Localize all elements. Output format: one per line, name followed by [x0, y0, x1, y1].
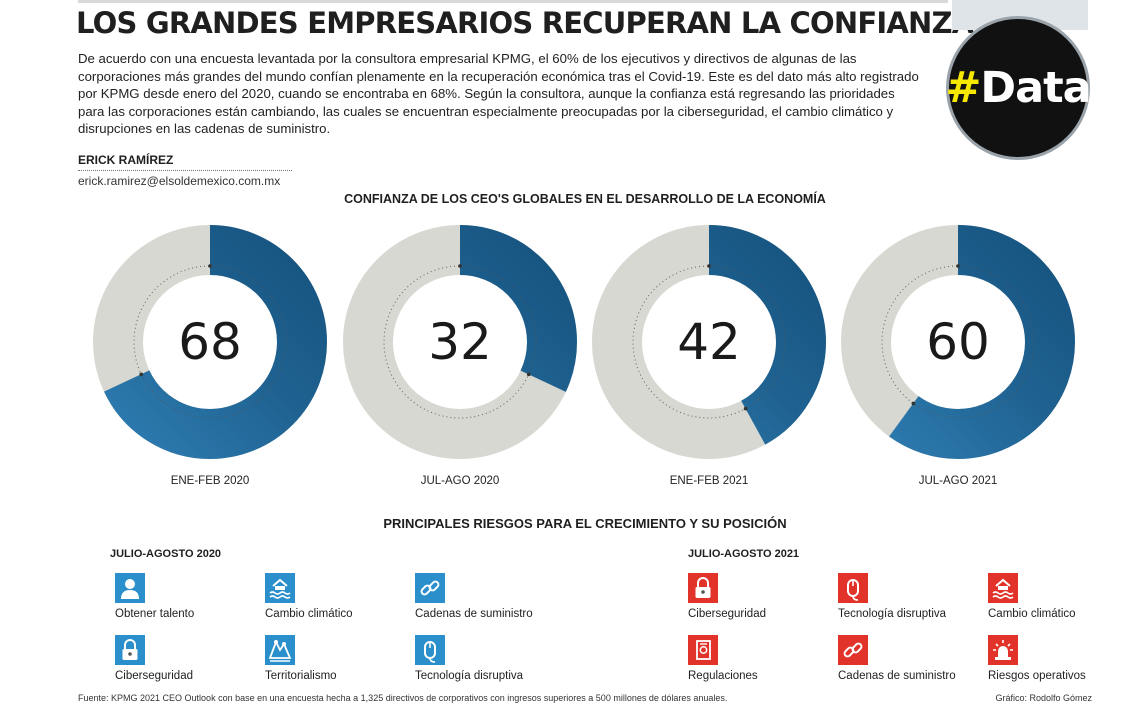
data-badge: #Data: [945, 16, 1092, 160]
risk-item: Tecnología disruptiva: [838, 573, 968, 620]
lock-icon: [115, 635, 145, 665]
top-rule: [78, 0, 948, 3]
donut-category-label-3: JUL-AGO 2021: [919, 475, 998, 487]
risk-period-heading-0: JULIO-AGOSTO 2020: [110, 548, 222, 560]
document-icon: [688, 635, 718, 665]
risk-item: Territorialismo: [265, 635, 395, 682]
risk-item: Riesgos operativos: [988, 635, 1118, 682]
donut-end-marker-1: [526, 372, 531, 377]
risk-label: Cadenas de suministro: [838, 670, 956, 682]
donut-inner-dotted-2: [632, 265, 786, 419]
mouse-icon: [838, 573, 868, 603]
risk-item: Tecnología disruptiva: [415, 635, 545, 682]
donut-end-marker-0: [139, 372, 144, 377]
badge-text: #Data: [945, 63, 1091, 113]
risk-label: Riesgos operativos: [988, 670, 1086, 682]
author-email: erick.ramirez@elsoldemexico.com.mx: [78, 174, 281, 188]
risk-item: Cambio climático: [988, 573, 1118, 620]
donut-top-marker-2: [707, 264, 711, 268]
risk-label: Ciberseguridad: [115, 670, 193, 682]
source-note: Fuente: KPMG 2021 CEO Outlook con base e…: [78, 693, 728, 703]
donut-top-marker-1: [458, 264, 462, 268]
risk-label: Cambio climático: [988, 608, 1076, 620]
risk-label: Tecnología disruptiva: [415, 670, 524, 682]
person-icon: [115, 573, 145, 603]
risk-item: Cadenas de suministro: [838, 635, 968, 682]
donut-inner-dotted-0: [133, 265, 287, 419]
climate-icon: [265, 573, 295, 603]
donut-inner-dotted-3: [881, 265, 1035, 419]
donut-category-label-1: JUL-AGO 2020: [421, 475, 500, 487]
donut-value-label-3: 60: [926, 313, 990, 371]
risk-item: Cadenas de suministro: [415, 573, 545, 620]
chart-title: CONFIANZA DE LOS CEO'S GLOBALES EN EL DE…: [344, 192, 826, 206]
badge-word: Data: [980, 63, 1091, 113]
risk-label: Cambio climático: [265, 608, 353, 620]
risks-title: PRINCIPALES RIESGOS PARA EL CRECIMIENTO …: [383, 516, 787, 531]
donut-value-2: [592, 225, 826, 459]
donut-inner-dotted-1: [383, 265, 537, 419]
risk-label: Regulaciones: [688, 670, 758, 682]
risk-label: Obtener talento: [115, 608, 195, 620]
climate-icon: [988, 573, 1018, 603]
alarm-icon: [988, 635, 1018, 665]
donut-end-marker-2: [743, 406, 748, 411]
graphic-credit: Gráfico: Rodolfo Gómez: [995, 693, 1092, 703]
donut-category-label-0: ENE-FEB 2020: [171, 475, 250, 487]
risk-label: Ciberseguridad: [688, 608, 766, 620]
mouse-icon: [415, 635, 445, 665]
donut-charts: 68 ENE-FEB 2020 32 JUL-AGO 2020 42 ENE-FEB 20…: [93, 225, 1075, 487]
author-divider: [78, 170, 292, 171]
page-title: LOS GRANDES EMPRESARIOS RECUPERAN LA CON…: [76, 6, 974, 40]
risk-item: Regulaciones: [688, 635, 818, 682]
lock-icon: [688, 573, 718, 603]
author-name: ERICK RAMÍREZ: [78, 153, 174, 167]
donut-end-marker-3: [911, 401, 916, 406]
risk-label: Territorialismo: [265, 670, 337, 682]
badge-hash: #: [945, 63, 981, 113]
risk-item: Cambio climático: [265, 573, 395, 620]
intro-paragraph: De acuerdo con una encuesta levantada po…: [78, 51, 919, 136]
donut-value-3: [841, 225, 1075, 459]
donut-value-label-2: 42: [677, 313, 741, 371]
donut-value-label-1: 32: [428, 313, 492, 371]
risk-label: Cadenas de suministro: [415, 608, 533, 620]
donut-category-label-2: ENE-FEB 2021: [670, 475, 749, 487]
donut-value-0: [93, 225, 327, 459]
risk-item: Ciberseguridad: [688, 573, 818, 620]
risk-label: Tecnología disruptiva: [838, 608, 947, 620]
territory-icon: [265, 635, 295, 665]
donut-value-1: [343, 225, 577, 459]
donut-top-marker-3: [956, 264, 960, 268]
chain-icon: [415, 573, 445, 603]
donut-top-marker-0: [208, 264, 212, 268]
donut-value-label-0: 68: [178, 313, 242, 371]
chain-icon: [838, 635, 868, 665]
risk-item: Ciberseguridad: [115, 635, 245, 682]
risk-item: Obtener talento: [115, 573, 245, 620]
risk-period-heading-1: JULIO-AGOSTO 2021: [688, 548, 800, 560]
